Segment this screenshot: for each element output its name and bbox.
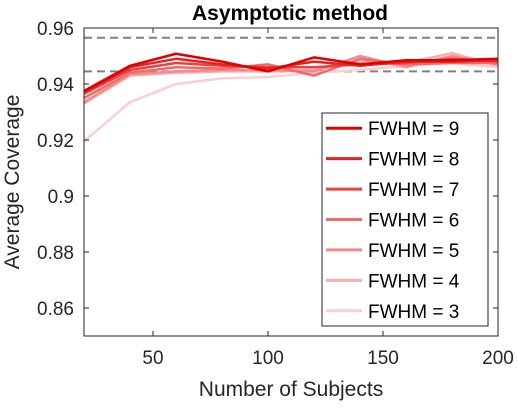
x-tick-label: 50 [142,348,163,369]
y-tick-label: 0.9 [48,187,74,208]
y-tick-label: 0.96 [37,19,74,40]
legend-label-3: FWHM = 7 [368,180,459,201]
chart-title: Asymptotic method [192,2,388,25]
y-tick-label: 0.86 [37,299,74,320]
series-line-1 [83,52,499,93]
x-tick-label: 200 [482,348,514,369]
series-lines [83,51,499,143]
x-axis-ticks: 50 100 150 200 [142,28,514,369]
series-line-4 [83,57,498,100]
y-tick-label: 0.88 [37,243,74,264]
legend-label-7: FWHM = 3 [368,302,459,323]
x-axis-label: Number of Subjects [199,378,383,401]
legend-label-6: FWHM = 4 [368,271,460,292]
y-axis-ticks: 0.86 0.88 0.9 0.92 0.94 0.96 [37,19,498,320]
reference-lines [84,36,498,73]
legend-label-5: FWHM = 5 [368,241,459,262]
legend-label-4: FWHM = 6 [368,211,459,232]
legend: FWHM = 9 FWHM = 8 FWHM = 7 FWHM = 6 FWHM = 5… [321,112,489,327]
y-tick-label: 0.94 [37,75,74,96]
plot-frame [83,27,499,337]
legend-label-2: FWHM = 8 [368,150,459,171]
x-tick-label: 150 [367,348,399,369]
y-axis-label: Average Coverage [1,95,24,270]
x-tick-label: 100 [252,348,284,369]
y-tick-label: 0.92 [37,131,74,152]
legend-label-1: FWHM = 9 [368,119,459,140]
